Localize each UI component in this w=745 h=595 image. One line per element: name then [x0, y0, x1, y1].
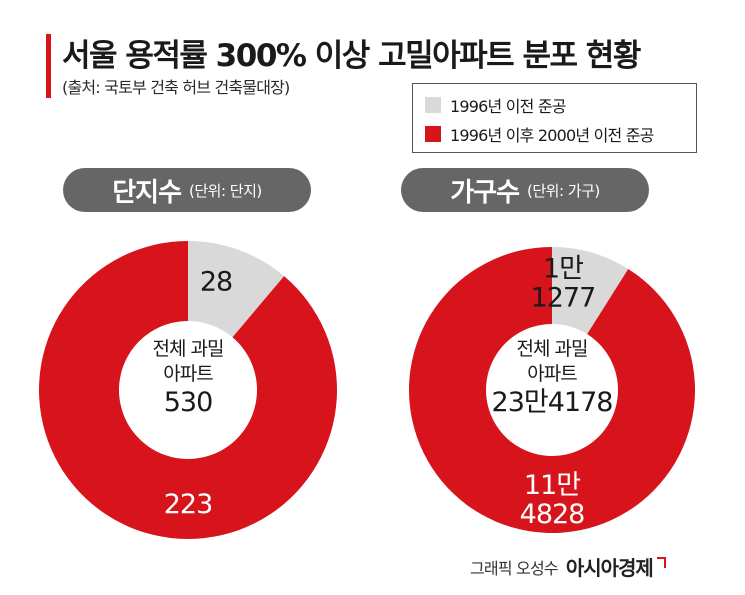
- value-label-gray: 1만: [543, 254, 583, 285]
- center-label-line: 전체 과밀: [517, 338, 588, 360]
- center-label-line: 전체 과밀: [153, 338, 224, 360]
- slice-1996-2000: [39, 241, 337, 540]
- legend-item-1996-2000: 1996년 이후 2000년 이전 준공: [425, 119, 696, 148]
- slice-before-1996: [552, 247, 629, 335]
- value-label-gray: 1277: [531, 283, 596, 314]
- legend-swatch-gray: [425, 96, 441, 113]
- source-note: (출처: 국토부 건축 허브 건축물대장): [62, 78, 290, 97]
- panel-title-households: 가구수 (단위: 가구): [401, 168, 649, 212]
- panel-title: 단지수: [112, 177, 182, 208]
- panel-title: 가구수: [450, 177, 520, 208]
- center-total-value: 530: [164, 387, 213, 418]
- legend: 1996년 이전 준공 1996년 이후 2000년 이전 준공: [412, 83, 697, 153]
- brand-mark-icon: [656, 557, 666, 568]
- legend-item-before-1996: 1996년 이전 준공: [425, 90, 696, 119]
- legend-swatch-red: [425, 125, 441, 142]
- center-label-line: 아파트: [527, 363, 577, 385]
- page-title: 서울 용적률 300% 이상 고밀아파트 분포 현황: [62, 38, 641, 74]
- legend-label: 1996년 이후 2000년 이전 준공: [450, 125, 654, 145]
- value-label-gray: 28: [200, 267, 232, 298]
- panel-unit: (단위: 가구): [527, 181, 600, 200]
- slice-1996-2000: [409, 247, 696, 533]
- legend-label: 1996년 이전 준공: [450, 96, 567, 116]
- value-label-red: 11만: [524, 470, 580, 501]
- slice-before-1996: [188, 241, 285, 338]
- title-accent-bar: [46, 34, 51, 98]
- value-label-red: 223: [164, 489, 213, 520]
- panel-unit: (단위: 단지): [189, 181, 262, 200]
- panel-title-complexes: 단지수 (단위: 단지): [63, 168, 311, 212]
- credit-author: 그래픽 오성수: [470, 558, 559, 578]
- brand-logo: 아시아경제: [565, 556, 654, 580]
- credit: 그래픽 오성수 아시아경제: [470, 552, 666, 581]
- center-total-value: 23만4178: [492, 387, 613, 418]
- value-label-red: 4828: [520, 499, 585, 530]
- center-label-line: 아파트: [163, 363, 213, 385]
